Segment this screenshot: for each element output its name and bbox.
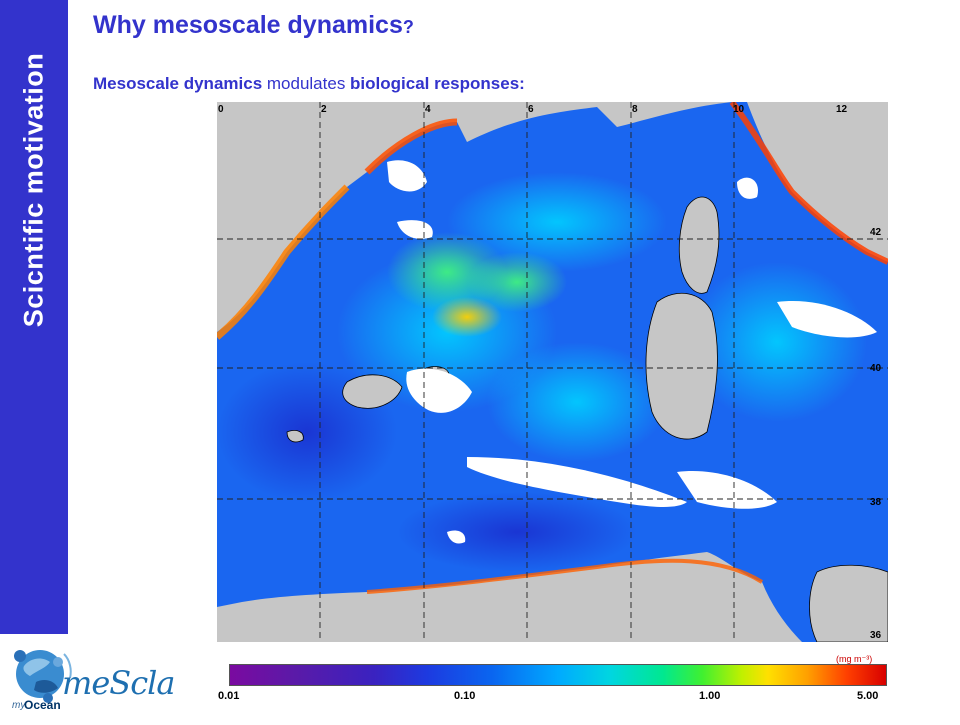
chlorophyll-map-image [217, 102, 888, 642]
lon-label-0: 0 [218, 104, 224, 115]
lon-label-6: 6 [528, 104, 534, 115]
myocean-logo-my: my [12, 700, 26, 711]
lon-label-4: 4 [425, 104, 431, 115]
lon-label-2: 2 [321, 104, 327, 115]
lon-label-10: 10 [733, 104, 745, 115]
colorbar-tick-2: 1.00 [699, 690, 721, 702]
mescla-logo: meScla [62, 664, 175, 702]
chlorophyll-map [217, 102, 888, 642]
sardinia-island [645, 293, 718, 440]
lat-label-36: 36 [870, 630, 882, 641]
subtitle-bold-2: biological responses: [350, 74, 525, 93]
lat-label-40: 40 [870, 363, 882, 374]
colorbar-units: (mg m⁻³) [836, 654, 873, 664]
subtitle-plain: modulates [262, 74, 351, 93]
chlorophyll-colorbar [229, 664, 887, 686]
ibiza-island [286, 430, 304, 443]
mallorca-island [342, 374, 403, 409]
sicily-land [809, 564, 888, 642]
slide-title: Why mesoscale dynamics? [93, 11, 414, 40]
colorbar-tick-0: 0.01 [218, 690, 240, 702]
lon-label-8: 8 [632, 104, 638, 115]
myocean-globe-icon [14, 650, 72, 703]
lon-label-12: 12 [836, 104, 848, 115]
map-graticule [217, 102, 888, 642]
colorbar-tick-3: 5.00 [857, 690, 879, 702]
slide-title-question-mark: ? [402, 17, 414, 37]
corsica-island [678, 196, 720, 294]
slide-subtitle: Mesoscale dynamics modulates biological … [93, 74, 525, 94]
lat-label-38: 38 [870, 497, 882, 508]
sidebar-label: Scicntific motivation [18, 52, 49, 328]
myocean-logo-ocean: Ocean [24, 698, 61, 712]
colorbar-tick-1: 0.10 [454, 690, 476, 702]
lat-label-42: 42 [870, 227, 882, 238]
subtitle-bold-1: Mesoscale dynamics [93, 74, 263, 93]
sidebar-bar: Scicntific motivation [0, 0, 68, 634]
slide-title-text: Why mesoscale dynamics [93, 11, 403, 39]
logo-area: my Ocean meScla [0, 640, 200, 720]
